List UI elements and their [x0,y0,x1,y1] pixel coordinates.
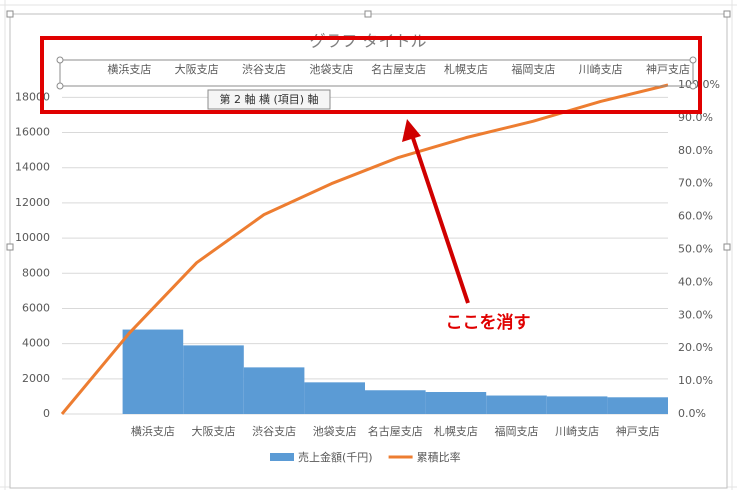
y-tick-label: 12000 [15,196,50,209]
y-tick-label: 4000 [22,337,50,350]
axis-selection [59,59,694,87]
x-tick-label: 名古屋支店 [368,424,423,438]
y-tick-label: 10000 [15,231,50,244]
bar [607,397,668,414]
arrow [402,119,470,304]
y-tick-label: 2000 [22,372,50,385]
y2-tick-label: 60.0% [678,210,713,223]
x-tick-label: 横浜支店 [131,424,175,438]
x2-tick-label: 神戸支店 [646,62,690,76]
x2-tick-label: 横浜支店 [107,62,151,76]
legend-label: 売上金額(千円) [298,450,373,464]
y2-tick-label: 90.0% [678,111,713,124]
x2-tick-label: 大阪支店 [175,62,219,76]
chart-handles [6,10,731,251]
y2-tick-label: 50.0% [678,243,713,256]
y-tick-label: 6000 [22,301,50,314]
bar [304,382,365,414]
chart-area[interactable] [9,13,728,489]
y2-tick-label: 30.0% [678,308,713,321]
y2-tick-label: 10.0% [678,374,713,387]
y-tick-label: 14000 [15,161,50,174]
y2-tick-label: 40.0% [678,275,713,288]
y-tick-label: 18000 [15,90,50,103]
annotation: ここを消す [446,312,531,333]
y-tick-label: 8000 [22,266,50,279]
x2-tick-label: 池袋支店 [309,62,353,76]
bar [122,329,184,414]
legend-label: 累積比率 [417,450,461,464]
y-tick-label: 16000 [15,126,50,139]
y-tick-label: 0 [43,407,50,420]
bar [486,395,547,414]
y2-tick-label: 20.0% [678,341,713,354]
y2-tick-label: 80.0% [678,144,713,157]
bar [183,345,244,414]
x-tick-label: 川崎支店 [555,424,599,438]
y2-tick-label: 0.0% [678,407,706,420]
x2-tick-label: 福岡支店 [511,62,555,76]
tooltip-box [207,89,331,110]
highlight-box [40,36,702,114]
x2-tick-label: 名古屋支店 [371,62,426,76]
y2-tick-label: 70.0% [678,177,713,190]
x-tick-label: 札幌支店 [434,424,478,438]
bar [425,392,487,414]
bar [546,396,608,414]
x2-tick-label: 札幌支店 [444,62,488,76]
legend-swatch [270,453,294,461]
x-tick-label: 神戸支店 [616,424,660,438]
chart-title[interactable]: グラフ タイトル [309,32,426,51]
bar [365,390,426,414]
axis-handles [56,56,697,90]
x-tick-label: 池袋支店 [313,424,357,438]
x2-tick-label: 川崎支店 [579,62,623,76]
x-tick-label: 大阪支店 [192,424,236,438]
x2-tick-label: 渋谷支店 [242,62,286,76]
x-tick-label: 福岡支店 [495,424,539,438]
tooltip: 第 2 軸 横 (項目) 軸 [219,92,318,106]
bar [243,367,305,414]
x-tick-label: 渋谷支店 [252,424,296,438]
